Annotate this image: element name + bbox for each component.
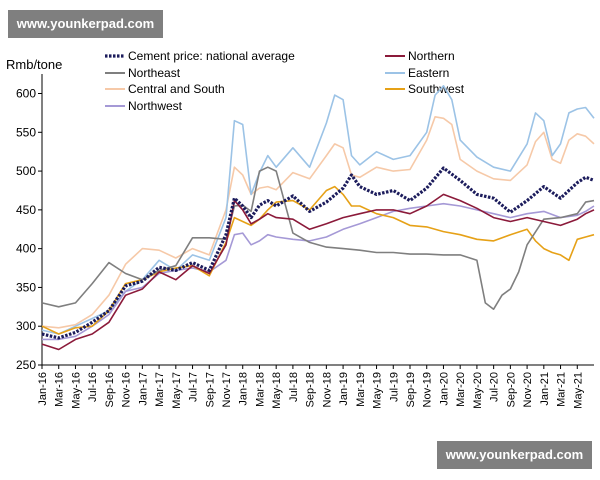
series-line-northeast — [41, 166, 595, 310]
y-tick-label: 250 — [16, 358, 36, 372]
x-tick-label: Jul-16 — [87, 372, 99, 402]
x-tick-label: Sep-17 — [204, 372, 216, 407]
y-tick-label: 300 — [16, 319, 36, 333]
series-line-northwest — [42, 202, 595, 341]
x-tick-label: Jul-20 — [489, 372, 501, 402]
x-tick-label: Mar-19 — [355, 372, 367, 407]
series-line-northern — [41, 193, 595, 351]
x-tick-label: Nov-20 — [522, 372, 534, 407]
x-tick-label: Mar-17 — [154, 372, 166, 407]
x-tick-label: May-21 — [572, 372, 584, 409]
x-tick-label: Sep-20 — [505, 372, 517, 407]
x-tick-label: Mar-18 — [254, 372, 266, 407]
legend-label-northwest: Northwest — [128, 99, 183, 113]
watermark-top: www.younkerpad.com — [8, 10, 163, 38]
x-tick-label: Sep-19 — [405, 372, 417, 407]
series-group — [41, 85, 595, 351]
x-tick-label: Jan-20 — [438, 372, 450, 406]
axes: 250 300 350 400 450 500 550 600 Jan-16 Mar-16 May-… — [16, 74, 594, 409]
series-line-southwest — [41, 185, 595, 335]
x-tick-label: Sep-18 — [305, 372, 317, 407]
y-tick-label: 550 — [16, 125, 36, 139]
x-tick-label: Jan-19 — [338, 372, 350, 406]
x-tick-label: Mar-16 — [54, 372, 66, 407]
x-tick-label: May-18 — [271, 372, 283, 409]
x-tick-label: Sep-16 — [104, 372, 116, 407]
legend-label-eastern: Eastern — [408, 66, 449, 80]
legend-label-central-and-south: Central and South — [128, 82, 225, 96]
x-tick-label: Nov-16 — [121, 372, 133, 407]
x-tick-label: Jul-18 — [288, 372, 300, 402]
legend-label-cement-price-national-average: Cement price: national average — [128, 49, 295, 63]
y-axis-label: Rmb/tone — [6, 57, 62, 72]
x-tick-label: Mar-20 — [455, 372, 467, 407]
series-line-eastern — [41, 85, 595, 335]
x-tick-label: May-19 — [372, 372, 384, 409]
x-tick-label: Jul-19 — [388, 372, 400, 402]
y-tick-label: 600 — [16, 87, 36, 101]
series-line-cement-price-national-average — [41, 166, 595, 340]
x-tick-label: Jul-17 — [188, 372, 200, 402]
y-tick-label: 500 — [16, 164, 36, 178]
x-tick-label: Nov-18 — [321, 372, 333, 407]
legend-label-northeast: Northeast — [128, 66, 181, 80]
x-tick-label: May-20 — [472, 372, 484, 409]
watermark-bottom: www.younkerpad.com — [437, 441, 592, 469]
series-line-central-and-south — [41, 116, 595, 329]
x-tick-label: Jan-17 — [137, 372, 149, 406]
legend-label-southwest: Southwest — [408, 82, 465, 96]
x-tick-label: Jan-21 — [539, 372, 551, 406]
x-tick-label: Nov-17 — [221, 372, 233, 407]
x-tick-label: Jan-18 — [238, 372, 250, 406]
y-tick-label: 450 — [16, 203, 36, 217]
x-tick-label: Jan-16 — [37, 372, 49, 406]
x-tick-label: May-16 — [70, 372, 82, 409]
x-tick-label: May-17 — [171, 372, 183, 409]
x-tick-label: Mar-21 — [556, 372, 568, 407]
legend-label-northern: Northern — [408, 49, 455, 63]
y-tick-label: 350 — [16, 280, 36, 294]
x-tick-label: Nov-19 — [422, 372, 434, 407]
y-tick-label: 400 — [16, 242, 36, 256]
legend: Cement price: national average Northern No… — [105, 49, 465, 113]
